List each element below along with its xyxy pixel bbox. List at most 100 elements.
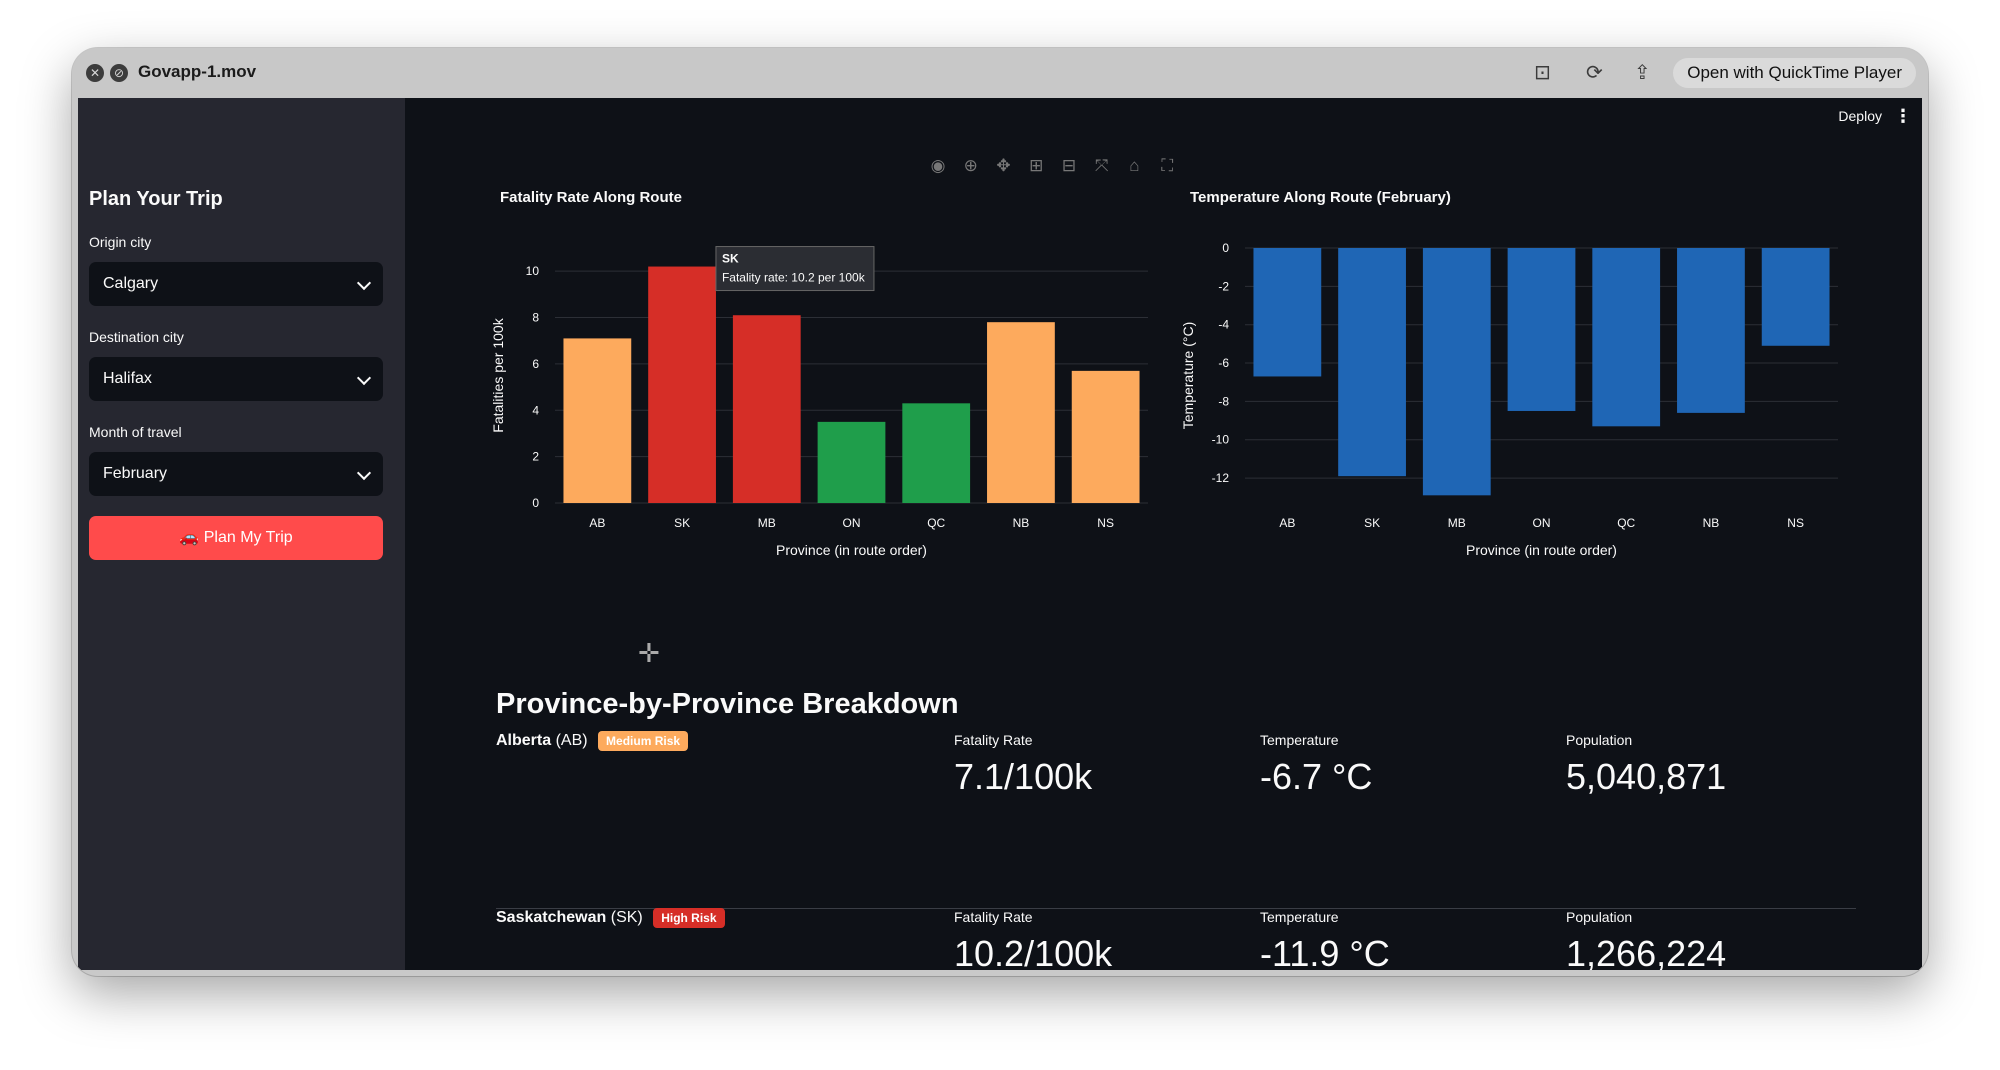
y-tick-label: 0 (1222, 241, 1229, 255)
province-alberta: Alberta (AB) Medium Risk (496, 731, 689, 751)
divider (496, 908, 1856, 909)
pan-icon[interactable]: ✥ (996, 156, 1011, 175)
province-name: Alberta (496, 732, 552, 749)
x-tick-label: ON (1533, 516, 1551, 530)
y-tick-label: 6 (532, 357, 539, 371)
y-tick-label: 0 (532, 496, 539, 510)
autoscale-icon[interactable]: ⤧ (1094, 156, 1109, 175)
bar-nb[interactable] (1677, 248, 1745, 413)
bar-ab[interactable] (563, 338, 632, 503)
x-tick-label: NS (1097, 516, 1114, 530)
x-tick-label: MB (758, 516, 776, 530)
x-tick-label: NS (1787, 516, 1804, 530)
open-with-quicktime-button[interactable]: Open with QuickTime Player (1673, 58, 1916, 88)
bar-nb[interactable] (987, 322, 1055, 503)
y-tick-label: 10 (526, 264, 540, 278)
bar-on[interactable] (1507, 248, 1576, 411)
y-tick-label: -12 (1212, 471, 1230, 485)
risk-badge: Medium Risk (598, 731, 689, 751)
destination-select[interactable]: Halifax (89, 357, 383, 401)
zoom-in-icon[interactable]: ⊞ (1029, 156, 1044, 175)
x-tick-label: MB (1448, 516, 1466, 530)
temperature-label: Temperature (1260, 732, 1339, 748)
sidebar-title: Plan Your Trip (89, 188, 223, 210)
fatality-chart-title: Fatality Rate Along Route (500, 189, 682, 206)
quicktime-window: ✕ ⊘ Govapp-1.mov ⊡ ⟳ ⇪ Open with QuickTi… (72, 48, 1928, 976)
fatality-value: 10.2/100k (954, 933, 1113, 970)
x-axis-label: Province (in route order) (776, 542, 927, 558)
x-tick-label: NB (1703, 516, 1720, 530)
x-tick-label: QC (927, 516, 945, 530)
destination-label: Destination city (89, 329, 184, 345)
share-icon[interactable]: ⇪ (1634, 62, 1651, 84)
bar-qc[interactable] (902, 403, 971, 503)
camera-icon[interactable]: ◉ (930, 156, 946, 175)
bar-mb[interactable] (732, 315, 801, 503)
x-axis-label: Province (in route order) (1466, 542, 1617, 558)
bar-qc[interactable] (1592, 248, 1661, 427)
deploy-button[interactable]: Deploy (1838, 108, 1882, 124)
tooltip-title: SK (722, 252, 739, 266)
bar-ns[interactable] (1071, 370, 1140, 503)
kebab-icon[interactable]: ⋮ (1894, 106, 1912, 126)
chart-toolbar: ◉ ⊕ ✥ ⊞ ⊟ ⤧ ⌂ ⛶ (924, 156, 1181, 176)
origin-label: Origin city (89, 234, 152, 250)
chevron-down-icon (356, 465, 372, 481)
risk-badge: High Risk (653, 908, 725, 928)
temperature-value: -11.9 °C (1260, 933, 1390, 970)
population-value: 5,040,871 (1566, 756, 1727, 797)
population-label: Population (1566, 732, 1633, 748)
chevron-down-icon (356, 275, 372, 291)
hover-tooltip: SK Fatality rate: 10.2 per 100k (715, 246, 875, 292)
y-tick-label: 4 (532, 403, 539, 417)
chevron-down-icon (356, 370, 372, 386)
x-tick-label: AB (589, 516, 605, 530)
trim-icon[interactable]: ⊡ (1534, 62, 1551, 84)
y-axis-label: Fatalities per 100k (490, 317, 506, 432)
zoom-icon[interactable]: ⊕ (963, 156, 978, 175)
fatality-rate-chart[interactable]: 0 2 4 6 8 10 AB SK MB ON QC NB NS Province (in route … (483, 218, 1163, 588)
zoom-out-icon[interactable]: ⊟ (1061, 156, 1077, 175)
bar-mb[interactable] (1422, 248, 1491, 496)
tooltip-text: Fatality rate: 10.2 per 100k (722, 271, 866, 285)
temperature-label: Temperature (1260, 909, 1339, 925)
close-icon[interactable]: ✕ (86, 64, 104, 82)
province-code: (AB) (555, 732, 588, 749)
month-select[interactable]: February (89, 452, 383, 496)
y-tick-label: -8 (1218, 394, 1229, 408)
month-value: February (103, 465, 168, 482)
plan-my-trip-button[interactable]: 🚗 Plan My Trip (89, 516, 383, 560)
x-tick-label: SK (674, 516, 690, 530)
province-code: (SK) (610, 909, 643, 926)
x-tick-label: NB (1013, 516, 1030, 530)
fullscreen-icon[interactable]: ⛶ (1161, 156, 1174, 175)
fatality-value: 7.1/100k (954, 756, 1093, 797)
temperature-value: -6.7 °C (1260, 756, 1373, 797)
y-tick-label: 2 (532, 450, 539, 464)
y-tick-label: -6 (1218, 356, 1229, 370)
x-tick-label: ON (843, 516, 861, 530)
bar-sk[interactable] (1338, 248, 1406, 477)
origin-value: Calgary (103, 275, 159, 292)
y-axis-label: Temperature (°C) (1180, 322, 1196, 430)
population-label: Population (1566, 909, 1633, 925)
minimize-icon[interactable]: ⊘ (110, 64, 128, 82)
y-tick-label: -4 (1218, 318, 1229, 332)
y-tick-label: -10 (1212, 433, 1230, 447)
y-tick-label: 8 (532, 311, 539, 325)
temperature-chart[interactable]: 0 -2 -4 -6 -8 -10 -12 AB SK MB ON QC NB NS Province (i… (1173, 218, 1853, 588)
bar-ab[interactable] (1253, 248, 1322, 377)
population-value: 1,266,224 (1566, 933, 1727, 970)
x-tick-label: AB (1279, 516, 1295, 530)
bar-on[interactable] (817, 421, 886, 503)
x-tick-label: QC (1617, 516, 1635, 530)
bar-ns[interactable] (1761, 248, 1830, 346)
destination-value: Halifax (103, 370, 152, 387)
home-icon[interactable]: ⌂ (1129, 156, 1140, 175)
crosshair-cursor-icon: ✛ (638, 638, 660, 668)
bar-sk[interactable] (648, 266, 716, 503)
breakdown-title: Province-by-Province Breakdown (496, 688, 959, 720)
streamlit-app: Plan Your Trip Origin city Calgary Desti… (78, 98, 1922, 970)
rotate-icon[interactable]: ⟳ (1586, 62, 1603, 84)
origin-select[interactable]: Calgary (89, 262, 383, 306)
